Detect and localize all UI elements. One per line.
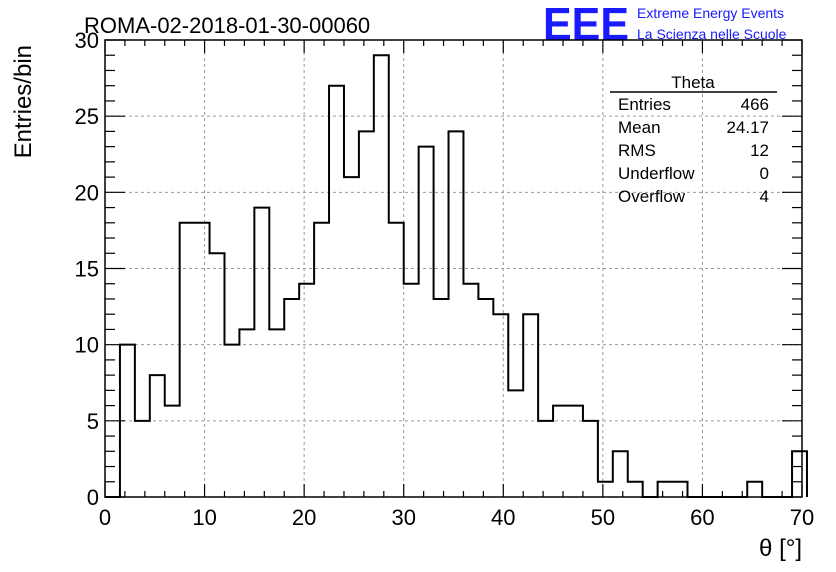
eee-logo: EEE (543, 0, 629, 50)
stats-box: Theta Entries 466 Mean 24.17 RMS 12 Underflow 0… (610, 73, 777, 206)
x-tick-label: 20 (292, 505, 316, 530)
y-tick-label: 15 (75, 257, 99, 282)
org-line-2: La Scienza nelle Scuole (637, 26, 787, 42)
stats-row-value: 0 (760, 164, 769, 183)
y-tick-label: 10 (75, 333, 99, 358)
x-tick-label: 30 (391, 505, 415, 530)
grid-lines (105, 40, 802, 497)
x-axis-label: θ [°] (759, 535, 802, 562)
x-tick-label: 10 (192, 505, 216, 530)
stats-row-value: 4 (760, 187, 769, 206)
y-tick-label: 5 (87, 409, 99, 434)
stats-row-label: Overflow (618, 187, 686, 206)
stats-row-label: Entries (618, 95, 671, 114)
x-tick-label: 60 (690, 505, 714, 530)
y-tick-label: 20 (75, 180, 99, 205)
stats-row-value: 24.17 (726, 118, 769, 137)
histogram-line (105, 54, 808, 498)
stats-row-label: RMS (618, 141, 656, 160)
x-tick-label: 70 (790, 505, 814, 530)
x-tick-label: 0 (99, 505, 111, 530)
stats-row-value: 12 (750, 141, 769, 160)
stats-row-label: Mean (618, 118, 661, 137)
y-tick-labels: 0 5 10 15 20 25 30 (75, 28, 99, 510)
org-line-1: Extreme Energy Events (637, 5, 784, 21)
stats-title: Theta (671, 73, 715, 92)
x-tick-label: 40 (491, 505, 515, 530)
y-tick-label: 25 (75, 104, 99, 129)
y-tick-label: 0 (87, 485, 99, 510)
y-axis-label: Entries/bin (10, 45, 37, 158)
stats-row-label: Underflow (618, 164, 695, 183)
x-tick-labels: 0 10 20 30 40 50 60 70 (99, 505, 814, 530)
plot-frame (104, 39, 803, 498)
run-title: ROMA-02-2018-01-30-00060 (84, 13, 370, 38)
x-tick-label: 50 (591, 505, 615, 530)
y-tick-label: 30 (75, 28, 99, 53)
stats-row-value: 466 (741, 95, 769, 114)
